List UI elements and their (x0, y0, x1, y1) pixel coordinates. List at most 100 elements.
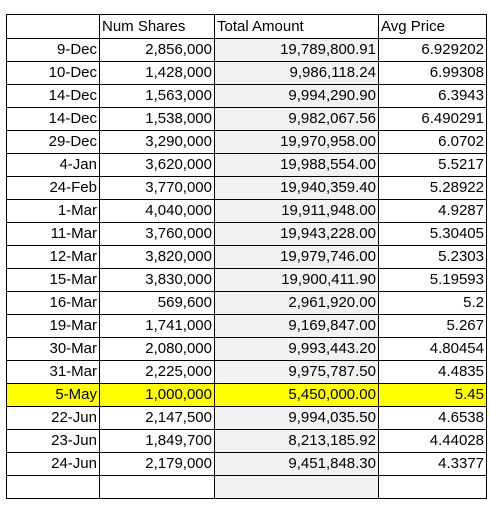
date-cell[interactable]: 22-Jun (6, 406, 100, 430)
avg-price-cell[interactable]: 4.4835 (378, 360, 487, 384)
header-total-amount[interactable]: Total Amount (214, 14, 379, 39)
header-row: Num Shares Total Amount Avg Price (6, 14, 487, 39)
avg-price-cell[interactable]: 5.2 (378, 291, 487, 315)
total-amount-cell[interactable]: 2,961,920.00 (214, 291, 379, 315)
total-amount-cell[interactable]: 5,450,000.00 (214, 383, 379, 407)
table-row: 12-Mar 3,820,000 19,979,746.00 5.2303 (6, 245, 487, 269)
table-row: 11-Mar 3,760,000 19,943,228.00 5.30405 (6, 222, 487, 246)
avg-price-cell[interactable]: 5.28922 (378, 176, 487, 200)
date-cell[interactable]: 29-Dec (6, 130, 100, 154)
table-row: 14-Dec 1,563,000 9,994,290.90 6.3943 (6, 84, 487, 108)
num-shares-cell[interactable]: 3,820,000 (99, 245, 215, 269)
total-amount-cell[interactable]: 9,975,787.50 (214, 360, 379, 384)
num-shares-cell[interactable]: 3,760,000 (99, 222, 215, 246)
header-date-cell[interactable] (6, 14, 100, 39)
num-shares-cell[interactable]: 3,830,000 (99, 268, 215, 292)
num-shares-cell[interactable]: 1,000,000 (99, 383, 215, 407)
total-amount-cell[interactable]: 9,994,035.50 (214, 406, 379, 430)
avg-price-cell[interactable]: 4.6538 (378, 406, 487, 430)
avg-price-cell[interactable]: 5.5217 (378, 153, 487, 177)
date-cell[interactable] (6, 475, 100, 499)
num-shares-cell[interactable]: 1,849,700 (99, 429, 215, 453)
total-amount-cell[interactable]: 9,993,443.20 (214, 337, 379, 361)
date-cell[interactable]: 23-Jun (6, 429, 100, 453)
num-shares-cell[interactable]: 3,290,000 (99, 130, 215, 154)
total-amount-cell[interactable]: 19,900,411.90 (214, 268, 379, 292)
date-cell[interactable]: 1-Mar (6, 199, 100, 223)
table-row: 24-Jun 2,179,000 9,451,848.30 4.3377 (6, 452, 487, 476)
num-shares-cell[interactable]: 569,600 (99, 291, 215, 315)
total-amount-cell[interactable] (214, 475, 379, 499)
num-shares-cell[interactable]: 1,428,000 (99, 61, 215, 85)
total-amount-cell[interactable]: 9,169,847.00 (214, 314, 379, 338)
date-cell[interactable]: 5-May (6, 383, 100, 407)
date-cell[interactable]: 31-Mar (6, 360, 100, 384)
num-shares-cell[interactable]: 2,856,000 (99, 38, 215, 62)
table-row: 30-Mar 2,080,000 9,993,443.20 4.80454 (6, 337, 487, 361)
total-amount-cell[interactable]: 9,982,067.56 (214, 107, 379, 131)
table-row: 31-Mar 2,225,000 9,975,787.50 4.4835 (6, 360, 487, 384)
spreadsheet-table: Num Shares Total Amount Avg Price 9-Dec 2… (6, 14, 487, 499)
total-amount-cell[interactable]: 9,986,118.24 (214, 61, 379, 85)
date-cell[interactable]: 10-Dec (6, 61, 100, 85)
header-num-shares[interactable]: Num Shares (99, 14, 215, 39)
table-row: 1-Mar 4,040,000 19,911,948.00 4.9287 (6, 199, 487, 223)
date-cell[interactable]: 15-Mar (6, 268, 100, 292)
total-amount-cell[interactable]: 9,451,848.30 (214, 452, 379, 476)
avg-price-cell[interactable]: 5.45 (378, 383, 487, 407)
table-row: 19-Mar 1,741,000 9,169,847.00 5.267 (6, 314, 487, 338)
total-amount-cell[interactable]: 19,940,359.40 (214, 176, 379, 200)
avg-price-cell[interactable]: 5.2303 (378, 245, 487, 269)
avg-price-cell[interactable]: 6.3943 (378, 84, 487, 108)
date-cell[interactable]: 14-Dec (6, 84, 100, 108)
avg-price-cell[interactable]: 6.99308 (378, 61, 487, 85)
num-shares-cell[interactable]: 3,620,000 (99, 153, 215, 177)
num-shares-cell[interactable] (99, 475, 215, 499)
avg-price-cell[interactable] (378, 475, 487, 499)
avg-price-cell[interactable]: 5.30405 (378, 222, 487, 246)
table-row: 10-Dec 1,428,000 9,986,118.24 6.99308 (6, 61, 487, 85)
num-shares-cell[interactable]: 4,040,000 (99, 199, 215, 223)
num-shares-cell[interactable]: 1,563,000 (99, 84, 215, 108)
total-amount-cell[interactable]: 19,988,554.00 (214, 153, 379, 177)
date-cell[interactable]: 19-Mar (6, 314, 100, 338)
avg-price-cell[interactable]: 5.267 (378, 314, 487, 338)
avg-price-cell[interactable]: 6.929202 (378, 38, 487, 62)
avg-price-cell[interactable]: 6.490291 (378, 107, 487, 131)
date-cell[interactable]: 24-Jun (6, 452, 100, 476)
avg-price-cell[interactable]: 5.19593 (378, 268, 487, 292)
date-cell[interactable]: 14-Dec (6, 107, 100, 131)
table-row: 16-Mar 569,600 2,961,920.00 5.2 (6, 291, 487, 315)
date-cell[interactable]: 4-Jan (6, 153, 100, 177)
spreadsheet-body: Num Shares Total Amount Avg Price 9-Dec 2… (6, 14, 487, 499)
total-amount-cell[interactable]: 19,970,958.00 (214, 130, 379, 154)
num-shares-cell[interactable]: 1,741,000 (99, 314, 215, 338)
avg-price-cell[interactable]: 4.3377 (378, 452, 487, 476)
date-cell[interactable]: 30-Mar (6, 337, 100, 361)
date-cell[interactable]: 24-Feb (6, 176, 100, 200)
header-avg-price[interactable]: Avg Price (378, 14, 487, 39)
date-cell[interactable]: 11-Mar (6, 222, 100, 246)
avg-price-cell[interactable]: 4.9287 (378, 199, 487, 223)
date-cell[interactable]: 9-Dec (6, 38, 100, 62)
date-cell[interactable]: 16-Mar (6, 291, 100, 315)
num-shares-cell[interactable]: 1,538,000 (99, 107, 215, 131)
num-shares-cell[interactable]: 2,225,000 (99, 360, 215, 384)
table-row: 9-Dec 2,856,000 19,789,800.91 6.929202 (6, 38, 487, 62)
avg-price-cell[interactable]: 4.80454 (378, 337, 487, 361)
total-amount-cell[interactable]: 19,943,228.00 (214, 222, 379, 246)
total-amount-cell[interactable]: 19,979,746.00 (214, 245, 379, 269)
total-amount-cell[interactable]: 8,213,185.92 (214, 429, 379, 453)
table-row: 23-Jun 1,849,700 8,213,185.92 4.44028 (6, 429, 487, 453)
avg-price-cell[interactable]: 4.44028 (378, 429, 487, 453)
total-amount-cell[interactable]: 19,789,800.91 (214, 38, 379, 62)
date-cell[interactable]: 12-Mar (6, 245, 100, 269)
num-shares-cell[interactable]: 2,147,500 (99, 406, 215, 430)
avg-price-cell[interactable]: 6.0702 (378, 130, 487, 154)
table-row (6, 475, 487, 499)
num-shares-cell[interactable]: 2,179,000 (99, 452, 215, 476)
num-shares-cell[interactable]: 3,770,000 (99, 176, 215, 200)
num-shares-cell[interactable]: 2,080,000 (99, 337, 215, 361)
total-amount-cell[interactable]: 9,994,290.90 (214, 84, 379, 108)
total-amount-cell[interactable]: 19,911,948.00 (214, 199, 379, 223)
